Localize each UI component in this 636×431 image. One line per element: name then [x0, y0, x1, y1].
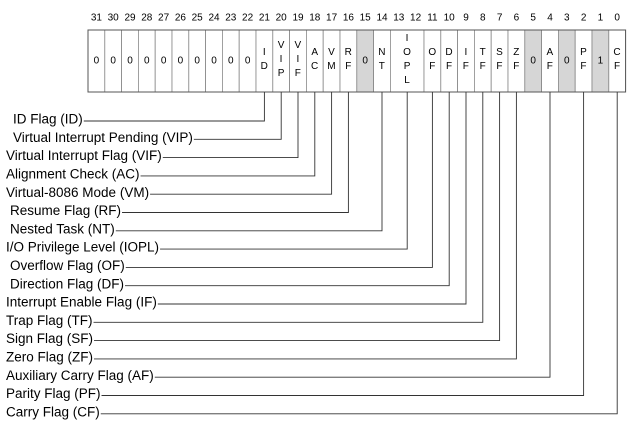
leader-line [154, 92, 551, 378]
cell-text: 0 [362, 56, 368, 67]
leader-line [125, 92, 450, 287]
cell-text: AF [544, 47, 555, 75]
cell-text: ZF [511, 47, 522, 75]
cell-text: 1 [598, 56, 604, 67]
bit-number: 2 [581, 13, 587, 24]
bit-number: 8 [480, 13, 486, 24]
bit-number: 11 [427, 13, 438, 24]
bit-number: 13 [393, 13, 405, 24]
cell-text: 0 [178, 56, 184, 67]
leader-line [100, 92, 618, 415]
bit-number: 14 [376, 13, 388, 24]
cell-text: 0 [530, 56, 536, 67]
flag-label: Parity Flag (PF) [6, 386, 101, 401]
flag-label: Carry Flag (CF) [6, 404, 100, 419]
bit-number: 1 [598, 13, 604, 24]
flag-label: Alignment Check (AC) [6, 166, 140, 181]
bit-number: 7 [497, 13, 503, 24]
cell-text: 0 [127, 56, 133, 67]
flag-label: Interrupt Enable Flag (IF) [6, 295, 157, 310]
leader-line [162, 92, 299, 159]
cell-text: VIP [276, 40, 287, 82]
leader-line [83, 92, 265, 122]
bit-number: 5 [530, 13, 536, 24]
cell-text: 0 [94, 56, 100, 67]
register-outline [87, 29, 627, 93]
flag-label: Virtual Interrupt Flag (VIF) [6, 148, 162, 163]
leader-line [101, 92, 585, 396]
flag-label: Virtual-8086 Mode (VM) [6, 185, 149, 200]
bit-number: 29 [124, 13, 136, 24]
cell-text: RF [343, 47, 354, 75]
leader-line [160, 92, 408, 250]
bit-number: 4 [547, 13, 553, 24]
cell-text: PF [578, 47, 589, 75]
flag-label: Nested Task (NT) [10, 221, 115, 236]
cell-text: NT [376, 47, 387, 75]
bit-number: 16 [343, 13, 355, 24]
leader-line [115, 92, 383, 232]
leader-line [193, 92, 282, 140]
cell-text: ID [259, 47, 270, 75]
cell-text: 0 [211, 56, 217, 67]
bit-number: 3 [564, 13, 570, 24]
bit-number: 19 [292, 13, 304, 24]
leader-line [125, 92, 433, 268]
flag-label: ID Flag (ID) [13, 112, 83, 127]
leader-line [157, 92, 467, 305]
bit-number: 25 [192, 13, 204, 24]
cell-text: IF [460, 47, 471, 75]
bit-number: 31 [91, 13, 103, 24]
cell-text: 0 [194, 56, 200, 67]
cell-text: OF [427, 47, 438, 75]
bit-number: 27 [158, 13, 170, 24]
bit-number: 9 [463, 13, 469, 24]
bit-number: 6 [514, 13, 520, 24]
cell-text: IOPL [402, 33, 413, 89]
bit-number: 17 [326, 13, 338, 24]
cell-text: 0 [110, 56, 116, 67]
bit-number: 0 [614, 13, 620, 24]
cell-text: 0 [144, 56, 150, 67]
cell-text: CF [612, 47, 623, 75]
flag-label: Auxiliary Carry Flag (AF) [6, 368, 154, 383]
cell-text: AC [309, 47, 320, 75]
bit-number: 22 [242, 13, 254, 24]
bit-number: 23 [225, 13, 237, 24]
leader-line [122, 92, 349, 213]
bit-number: 10 [444, 13, 456, 24]
cell-text: DF [444, 47, 455, 75]
cell-text: 0 [564, 56, 570, 67]
leader-line [140, 92, 316, 177]
bit-number: 15 [360, 13, 372, 24]
cell-text: VIF [292, 40, 303, 82]
cell-text: VM [326, 47, 337, 75]
bit-number: 30 [108, 13, 120, 24]
leader-line [150, 92, 333, 195]
bit-number: 24 [208, 13, 220, 24]
bit-number: 21 [259, 13, 271, 24]
flag-label: Overflow Flag (OF) [10, 258, 125, 273]
leader-line [93, 92, 484, 323]
flag-label: Sign Flag (SF) [6, 331, 93, 346]
cell-text: 0 [228, 56, 234, 67]
leader-line [94, 92, 501, 342]
flag-label: Trap Flag (TF) [6, 313, 93, 328]
cell-text: 0 [161, 56, 167, 67]
bit-number: 20 [276, 13, 288, 24]
bit-number: 12 [410, 13, 422, 24]
bit-number: 18 [309, 13, 321, 24]
cell-text: SF [494, 47, 505, 75]
flag-label: Resume Flag (RF) [10, 203, 121, 218]
bit-number: 28 [141, 13, 153, 24]
leader-line [94, 92, 517, 360]
cell-text: TF [477, 47, 488, 75]
flag-label: Virtual Interrupt Pending (VIP) [13, 130, 193, 145]
flag-label: Zero Flag (ZF) [6, 349, 93, 364]
bit-number: 26 [175, 13, 187, 24]
flag-label: I/O Privilege Level (IOPL) [6, 240, 159, 255]
cell-text: 0 [245, 56, 251, 67]
flag-label: Direction Flag (DF) [10, 276, 124, 291]
